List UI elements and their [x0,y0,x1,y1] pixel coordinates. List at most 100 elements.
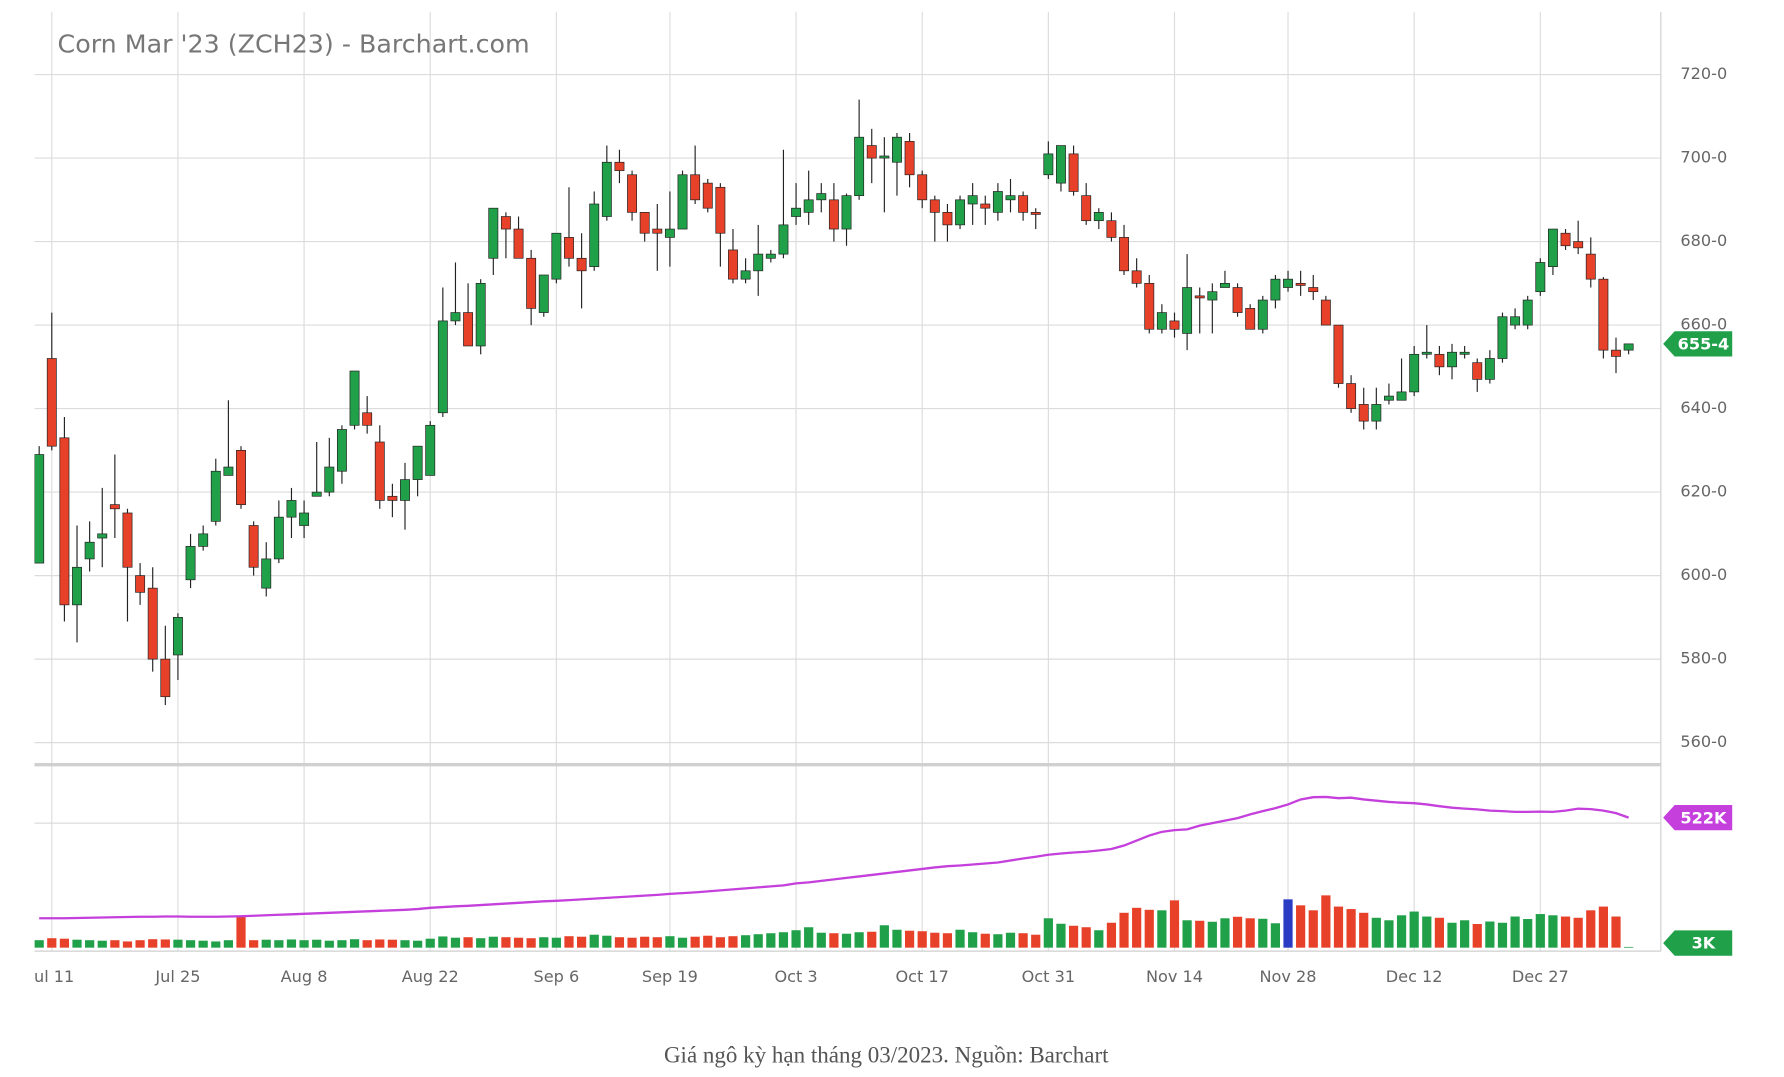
volume-bar [816,932,826,948]
volume-bar [476,938,486,948]
candle-body [589,203,600,267]
candle-body [1522,299,1533,326]
candle-body [1535,262,1546,293]
candle-body [273,516,284,560]
volume-bar [1258,918,1268,948]
volume-bar [715,937,725,948]
volume-bar [1068,925,1079,948]
open-interest-label: 522K [1680,808,1727,827]
x-tick-label: Aug 8 [281,967,328,986]
candle-body [1409,353,1420,393]
candle-body [1434,353,1445,368]
candle-body [513,228,524,259]
candle-body [601,161,612,217]
candle-body [955,199,965,226]
volume-bar [1396,915,1407,948]
candle-body [1156,312,1167,330]
volume-bar [1195,920,1205,948]
volume-bar [1447,922,1457,948]
volume-bar [1031,934,1041,948]
x-tick-label: Sep 6 [534,967,580,986]
volume-bar [1434,917,1445,948]
volume-bar [72,939,82,948]
volume-bar [97,940,107,948]
volume-bar [110,940,120,948]
candle-body [1396,391,1407,401]
candle-body [942,212,953,226]
candle-body [324,466,335,493]
open-interest-line [39,795,1630,920]
volume-bar [539,937,549,948]
volume-bar [867,931,877,948]
candle-body [374,441,385,501]
candle-body [1005,195,1016,201]
candle-body [715,186,726,234]
volume-bar [1005,932,1016,948]
volume-bar [513,937,524,948]
volume-bar [1485,921,1495,948]
volume-bar [349,939,360,948]
candle-body [664,228,675,238]
candle-body [1182,287,1193,334]
volume-bar [198,940,208,948]
candle-body [1207,291,1218,301]
volume-bar [1018,933,1028,948]
volume-bar [753,934,763,948]
candle-body [854,136,865,196]
volume-bar [1132,907,1142,948]
x-tick-label: Nov 14 [1146,967,1203,986]
volume-bar [1270,923,1281,948]
candle-body [1371,404,1382,422]
candle-body [185,546,196,581]
volume-bar [728,936,738,948]
y-tick-label: 720-0 [1680,64,1727,83]
volume-bar [551,937,561,948]
volume-bar [261,939,271,948]
y-tick-label: 640-0 [1680,398,1727,417]
open-interest-badge [1663,804,1733,831]
volume-bar [1094,930,1104,948]
volume-bar [1245,918,1255,948]
volume-bar [1371,917,1381,948]
candle-body [526,257,537,309]
candle-body [1472,362,1483,380]
candle-body [1081,195,1092,222]
volume-bar [1472,924,1482,948]
candle-body [1383,395,1394,401]
candle-body [210,470,221,522]
volume-bar [602,935,612,948]
volume-bar [1535,914,1545,948]
candle-body [614,161,625,171]
candle-body [1270,278,1281,301]
volume-bar [1598,906,1608,948]
x-tick-label: Dec 27 [1512,967,1569,986]
y-tick-label: 660-0 [1680,315,1727,334]
volume-bar [1056,923,1066,948]
volume-bar [438,936,448,948]
candle-body [778,224,789,255]
x-tick-label: Sep 19 [642,967,698,986]
volume-bar [766,933,776,948]
caption: Giá ngô kỳ hạn tháng 03/2023. Nguồn: Bar… [664,1041,1109,1067]
volume-bar [1573,917,1583,948]
volume-bar [904,930,915,948]
candle-body [1245,308,1256,330]
volume-bar [841,933,852,948]
candle-body [1106,220,1117,238]
candle-body [97,533,108,539]
x-tick-label: Nov 28 [1259,967,1316,986]
volume-bar [955,929,965,948]
candle-body [841,195,852,230]
volume-bar [577,936,587,948]
candle-body [803,199,814,213]
candle-body [500,216,511,230]
volume-bar [148,939,158,948]
volume-bar [1043,918,1053,948]
volume-bar [1220,918,1230,948]
candle-body [992,191,1003,213]
volume-bar [173,939,183,948]
candle-body [1447,351,1457,368]
volume-bar [690,936,700,948]
candle-body [538,274,549,313]
